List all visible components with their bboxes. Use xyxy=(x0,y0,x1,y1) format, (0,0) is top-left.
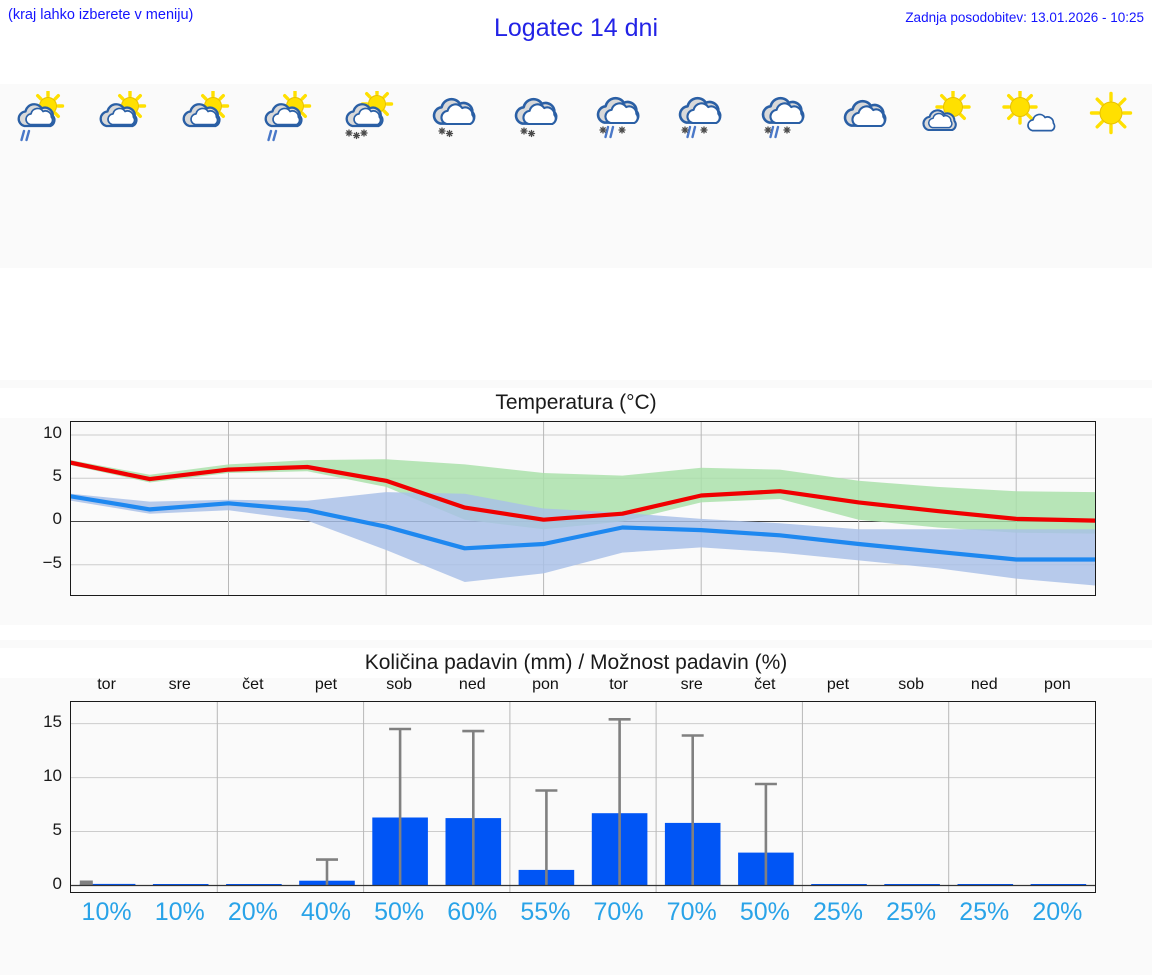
precipitation-probability: 50% xyxy=(374,898,425,926)
precipitation-plot-area xyxy=(70,701,1096,893)
precipitation-day-label: pon xyxy=(1044,676,1071,693)
precipitation-day-label: tor xyxy=(97,676,116,693)
precipitation-probability: 60% xyxy=(447,898,498,926)
day-column xyxy=(658,84,740,268)
temperature-plot-svg xyxy=(71,422,1095,595)
cloud-rain-snow-icon xyxy=(741,90,823,146)
page-title: Logatec 14 dni xyxy=(493,14,659,42)
y-axis-tick-label: 5 xyxy=(52,819,62,839)
precipitation-day-label: pet xyxy=(826,676,850,693)
precipitation-plot-svg xyxy=(71,702,1095,892)
cloud-rain-snow-icon xyxy=(576,90,658,146)
precipitation-probability: 20% xyxy=(227,898,278,926)
precipitation-probability: 50% xyxy=(739,898,790,926)
precipitation-probability: 40% xyxy=(300,898,352,926)
sun-cloud-snow-icon xyxy=(329,90,411,146)
precipitation-day-label: sob xyxy=(898,676,925,693)
precipitation-chart-title: Količina padavin (mm) / Možnost padavin … xyxy=(0,648,1152,678)
precipitation-probability: 10% xyxy=(81,898,132,926)
day-column xyxy=(823,84,905,268)
precipitation-probability: 25% xyxy=(886,898,937,926)
sun-small-cloud-icon xyxy=(987,90,1069,146)
precipitation-day-label: ned xyxy=(458,676,486,693)
precipitation-probability-labels: 10% 10% 20% 40% 50% 60% 55% 70% 70% 50% 25% 25% 25% 2… xyxy=(70,898,1094,927)
temperature-chart-title: Temperatura (°C) xyxy=(0,388,1152,418)
precipitation-probability: 55% xyxy=(520,898,571,926)
last-updated: Zadnja posodobitev: 13.01.2026 - 10:25 xyxy=(905,10,1144,25)
day-column xyxy=(411,84,493,268)
day-column xyxy=(905,84,987,268)
day-column xyxy=(494,84,576,268)
precipitation-day-label: ned xyxy=(970,676,998,693)
day-column xyxy=(741,84,823,268)
sun-cloud-rain-icon xyxy=(247,90,329,146)
precipitation-day-label: čet xyxy=(242,676,264,693)
cloud-icon xyxy=(823,90,905,146)
day-column xyxy=(247,84,329,268)
cloud-rain-snow-icon xyxy=(658,90,740,146)
precipitation-day-label: pon xyxy=(532,676,559,693)
day-column xyxy=(329,84,411,268)
sun-cloud-icon xyxy=(82,90,164,146)
precipitation-day-label: čet xyxy=(754,676,776,693)
precipitation-probability: 10% xyxy=(154,898,205,926)
precipitation-probability: 70% xyxy=(666,898,717,926)
day-column xyxy=(1070,84,1152,268)
day-column xyxy=(0,84,82,268)
precipitation-probability: 70% xyxy=(593,898,644,926)
precipitation-day-label: sob xyxy=(386,676,413,693)
precipitation-day-label: tor xyxy=(609,676,628,693)
y-axis-tick-label: 15 xyxy=(43,711,62,731)
sun-cloud-icon xyxy=(165,90,247,146)
sun-cloud-small-icon xyxy=(905,90,987,146)
y-axis-tick-label: 0 xyxy=(52,873,62,893)
day-column xyxy=(987,84,1069,268)
menu-hint: (kraj lahko izberete v meniju) xyxy=(8,7,194,23)
y-axis-tick-label: −5 xyxy=(42,552,62,572)
page-header: (kraj lahko izberete v meniju) Logatec 1… xyxy=(0,0,1152,76)
daily-forecast-strip xyxy=(0,84,1152,268)
precipitation-probability: 25% xyxy=(812,898,863,926)
precipitation-chart-panel: Količina padavin (mm) / Možnost padavin … xyxy=(0,640,1152,975)
y-axis-tick-label: 5 xyxy=(52,466,62,486)
y-axis-tick-label: 10 xyxy=(43,765,62,785)
day-column xyxy=(82,84,164,268)
precipitation-probability: 20% xyxy=(1032,898,1083,926)
y-axis-tick-label: 0 xyxy=(52,509,62,529)
precipitation-day-labels: tor sre čet pet sob ned pon tor sre čet pet sob ned p… xyxy=(70,676,1094,694)
cloud-snow-icon xyxy=(411,90,493,146)
precipitation-day-label: sre xyxy=(168,676,191,693)
sun-icon xyxy=(1070,90,1152,146)
precipitation-probability: 25% xyxy=(959,898,1010,926)
cloud-snow-icon xyxy=(494,90,576,146)
precipitation-day-label: pet xyxy=(314,676,338,693)
sun-cloud-rain-icon xyxy=(0,90,82,146)
temperature-plot-area xyxy=(70,421,1096,596)
y-axis-tick-label: 10 xyxy=(43,422,62,442)
day-column xyxy=(576,84,658,268)
precipitation-day-label: sre xyxy=(680,676,703,693)
day-column xyxy=(165,84,247,268)
